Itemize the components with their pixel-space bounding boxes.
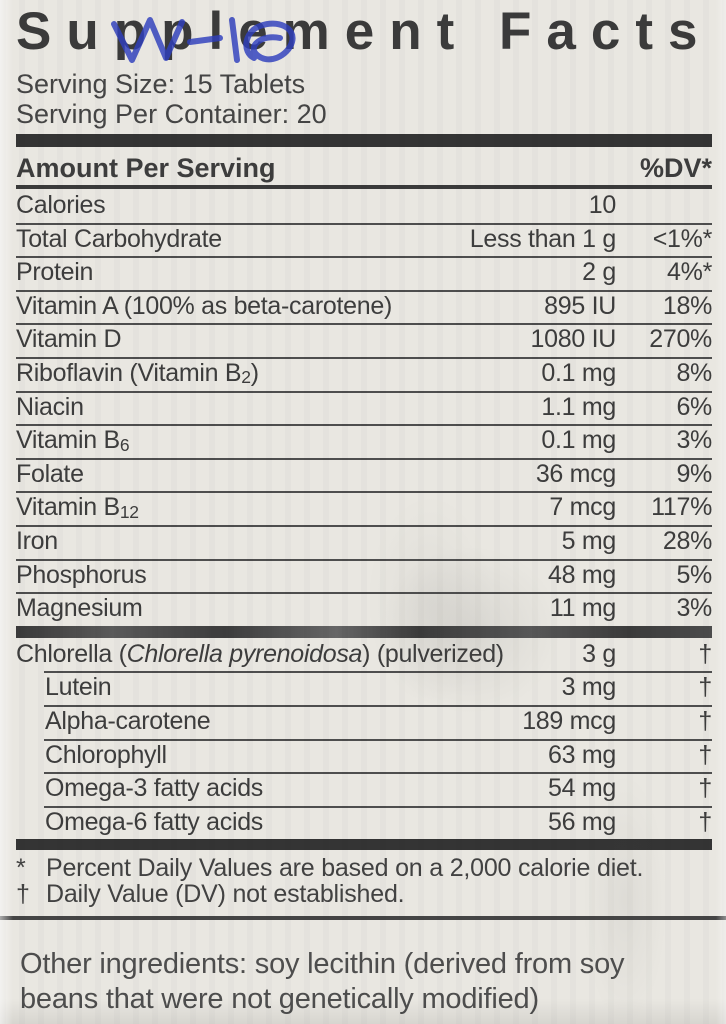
nutrient-name: Vitamin B6: [16, 426, 130, 455]
nutrient-amount: 36 mcg: [535, 459, 616, 488]
nutrient-name: Omega-3 fatty acids: [45, 774, 264, 803]
nutrient-name: Vitamin D: [16, 325, 122, 354]
nutrient-row: Vitamin B12 7 mcg 117%: [16, 491, 712, 525]
nutrient-amount: 5 mg: [561, 526, 617, 555]
nutrient-name: Calories: [16, 191, 106, 219]
nutrient-name: Lutein: [45, 673, 112, 702]
nutrient-dv: 4%*: [667, 258, 712, 287]
nutrient-name: Chlorella (Chlorella pyrenoidosa) (pulve…: [16, 639, 504, 668]
separator-bar-middle: [16, 625, 712, 638]
nutrient-name: Vitamin B12: [16, 493, 139, 522]
nutrient-table-botanical: Chlorella (Chlorella pyrenoidosa) (pulve…: [16, 638, 712, 840]
nutrient-dv: †: [698, 807, 712, 836]
nutrient-amount: 63 mg: [548, 740, 616, 769]
nutrient-dv: 28%: [662, 526, 712, 555]
nutrient-name: Riboflavin (Vitamin B2): [16, 358, 259, 388]
nutrient-dv: 6%: [676, 392, 712, 421]
nutrient-dv: †: [698, 774, 712, 803]
nutrient-row: Alpha-carotene 189 mcg †: [16, 704, 712, 739]
nutrient-row: Vitamin B6 0.1 mg 3%: [16, 424, 712, 458]
nutrient-row: Riboflavin (Vitamin B2) 0.1 mg 8%: [16, 356, 712, 391]
nutrient-name: Protein: [16, 258, 94, 287]
serving-info: Serving Size: 15 Tablets Serving Per Con…: [16, 69, 712, 129]
nutrient-amount: 2 g: [582, 258, 616, 287]
nutrient-name: Vitamin A (100% as beta-carotene): [16, 291, 392, 320]
nutrient-dv: 3%: [676, 594, 712, 623]
nutrient-name: Folate: [16, 459, 84, 488]
nutrient-row: Calories 10: [16, 189, 712, 223]
footnote-dv-not-established: † Daily Value (DV) not established.: [16, 881, 712, 907]
nutrient-name: Iron: [16, 526, 58, 555]
servings-per-container: Serving Per Container: 20: [16, 99, 327, 129]
nutrient-amount: 0.1 mg: [541, 426, 616, 455]
footnote-text: Daily Value (DV) not established.: [46, 880, 405, 909]
nutrient-dv: 270%: [649, 325, 712, 354]
nutrient-amount: Less than 1 g: [469, 224, 617, 253]
nutrient-row: Vitamin A (100% as beta-carotene) 895 IU 1…: [16, 289, 712, 324]
nutrient-row: Total Carbohydrate Less than 1 g <1%*: [16, 222, 713, 257]
nutrient-row: Phosphorus 48 mg 5%: [16, 558, 712, 593]
nutrient-dv: 5%: [676, 560, 712, 589]
nutrient-row: Vitamin D 1080 IU 270%: [16, 323, 712, 357]
panel-bottom-rule: [0, 916, 726, 921]
nutrient-amount: 189 mcg: [522, 706, 616, 735]
nutrient-row: Protein 2 g 4%*: [16, 256, 712, 290]
dagger-symbol: †: [16, 880, 30, 909]
nutrient-row: Magnesium 11 mg 3%: [16, 592, 712, 626]
nutrient-row: Folate 36 mcg 9%: [16, 457, 712, 492]
blue-pen-scribble: [111, 17, 296, 63]
other-ingredients: Other ingredients: soy lecithin (derived…: [20, 948, 625, 1016]
nutrient-dv: <1%*: [652, 224, 713, 253]
nutrient-amount: 54 mg: [548, 774, 616, 803]
nutrient-amount: 3 g: [582, 639, 616, 668]
nutrient-amount: 1.1 mg: [541, 392, 616, 421]
nutrient-row: Lutein 3 mg †: [16, 671, 712, 705]
table-header: Amount Per Serving %DV*: [16, 147, 712, 185]
title-area: Supplement Facts: [16, 5, 712, 64]
separator-bar-top: [16, 134, 712, 147]
serving-size: Serving Size: 15 Tablets: [16, 69, 306, 99]
nutrient-dv: †: [698, 673, 712, 702]
nutrient-amount: 895 IU: [544, 291, 616, 320]
nutrient-row: Omega-6 fatty acids 56 mg †: [16, 805, 712, 840]
nutrient-amount: 10: [588, 191, 617, 219]
percent-dv-header: %DV*: [639, 153, 712, 183]
nutrient-amount: 11 mg: [549, 594, 616, 623]
nutrient-name: Chlorophyll: [45, 740, 167, 769]
nutrient-table-main: Calories 10 Total Carbohydrate Less than 1 …: [16, 189, 712, 626]
footnote-text: Percent Daily Values are based on a 2,00…: [46, 854, 644, 883]
nutrient-row: Iron 5 mg 28%: [16, 524, 712, 559]
nutrient-dv: 9%: [676, 459, 712, 488]
nutrient-dv: 18%: [662, 291, 712, 320]
nutrient-name: Magnesium: [16, 594, 143, 623]
footnotes: * Percent Daily Values are based on a 2,…: [16, 850, 712, 907]
nutrient-amount: 48 mg: [548, 560, 616, 589]
nutrient-amount: 3 mg: [561, 673, 617, 702]
nutrient-name: Phosphorus: [16, 560, 147, 589]
amount-per-serving-header: Amount Per Serving: [16, 153, 276, 183]
nutrient-amount: 1080 IU: [530, 325, 617, 354]
nutrient-amount: 0.1 mg: [541, 358, 616, 387]
nutrient-amount: 7 mcg: [549, 493, 616, 522]
nutrient-dv: 3%: [676, 426, 712, 455]
nutrient-row: Niacin 1.1 mg 6%: [16, 390, 712, 425]
nutrient-amount: 56 mg: [548, 807, 616, 836]
nutrient-row: Chlorophyll 63 mg †: [16, 738, 712, 773]
nutrient-name: Omega-6 fatty acids: [45, 807, 264, 836]
nutrient-dv: 117%: [651, 493, 712, 522]
separator-bar-footnote: [16, 839, 712, 851]
nutrient-name: Total Carbohydrate: [16, 224, 222, 253]
nutrient-dv: †: [698, 706, 712, 735]
nutrient-dv: †: [698, 740, 712, 769]
nutrient-name: Alpha-carotene: [45, 706, 211, 735]
nutrient-row: Chlorella (Chlorella pyrenoidosa) (pulve…: [16, 638, 712, 672]
footnote-daily-values: * Percent Daily Values are based on a 2,…: [16, 855, 712, 881]
asterisk-symbol: *: [16, 854, 26, 883]
nutrient-name: Niacin: [16, 392, 84, 421]
nutrient-dv: †: [698, 639, 712, 668]
nutrient-row: Omega-3 fatty acids 54 mg †: [16, 772, 712, 806]
nutrient-dv: 8%: [676, 358, 712, 387]
